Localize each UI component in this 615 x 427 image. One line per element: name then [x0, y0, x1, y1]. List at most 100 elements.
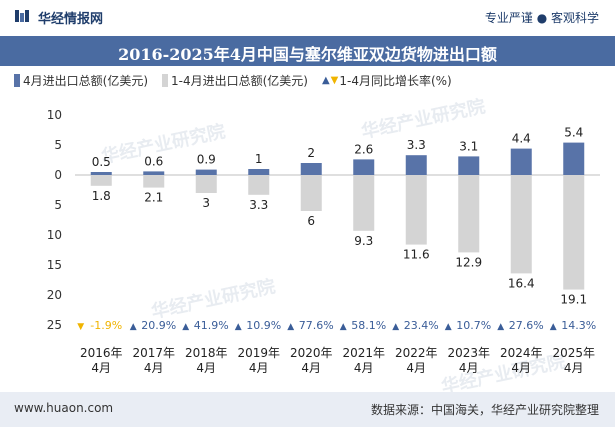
data-label-april: 2.6 — [354, 142, 373, 156]
data-label-april: 5.4 — [564, 126, 583, 140]
data-label-cumulative: 9.3 — [354, 234, 373, 248]
bar-cumulative — [510, 175, 532, 274]
bar-cumulative — [405, 175, 427, 245]
x-tick-label: 2024年 — [500, 346, 543, 360]
data-label-cumulative: 19.1 — [560, 293, 587, 307]
data-label-april: 0.5 — [92, 155, 111, 169]
data-label-cumulative: 6 — [307, 214, 315, 228]
growth-rate-label: 10.7% — [456, 319, 491, 332]
x-tick-label: 2019年 — [237, 346, 280, 360]
x-tick-label: 4月 — [354, 361, 374, 375]
x-tick-label: 2023年 — [447, 346, 490, 360]
y-tick-label: 5 — [54, 138, 62, 152]
x-tick-label: 2017年 — [132, 346, 175, 360]
legend-swatch-cumulative — [162, 74, 168, 87]
data-label-cumulative: 1.8 — [92, 189, 111, 203]
site-url: www.huaon.com — [14, 401, 114, 415]
data-label-cumulative: 16.4 — [508, 276, 535, 290]
x-tick-label: 4月 — [249, 361, 269, 375]
data-label-cumulative: 11.6 — [403, 248, 430, 262]
bar-april — [458, 156, 480, 175]
growth-up-icon: ▲ — [340, 322, 347, 332]
brand-name: 华经情报网 — [38, 12, 104, 27]
data-label-april: 3.3 — [407, 138, 426, 152]
growth-rate-label: 77.6% — [299, 319, 334, 332]
x-tick-label: 4月 — [196, 361, 216, 375]
growth-rate-label: 41.9% — [194, 319, 229, 332]
growth-down-icon: ▼ — [77, 322, 84, 332]
data-label-april: 1 — [255, 152, 263, 166]
x-tick-label: 2016年 — [80, 346, 123, 360]
data-label-april: 0.9 — [197, 153, 216, 167]
y-tick-label: 25 — [47, 318, 62, 332]
bar-april — [90, 172, 112, 175]
growth-up-icon: ▲ — [550, 322, 557, 332]
legend-label-growth: 1-4月同比增长率(%) — [339, 74, 452, 88]
y-tick-label: 10 — [47, 228, 62, 242]
x-tick-label: 2025年 — [552, 346, 595, 360]
x-tick-label: 4月 — [406, 361, 426, 375]
growth-up-icon: ▲ — [287, 322, 294, 332]
data-label-cumulative: 3.3 — [249, 198, 268, 212]
growth-rate-label: 23.4% — [404, 319, 439, 332]
x-tick-label: 4月 — [91, 361, 111, 375]
bar-cumulative — [300, 175, 322, 211]
top-bar: 华经情报网 专业严谨 ● 客观科学 — [0, 0, 615, 36]
growth-rate-label: 58.1% — [351, 319, 386, 332]
data-label-april: 3.1 — [459, 139, 478, 153]
data-label-cumulative: 3 — [202, 196, 210, 210]
triangle-down-icon: ▼ — [330, 75, 339, 86]
bar-cumulative — [563, 175, 585, 290]
growth-rate-label: 27.6% — [509, 319, 544, 332]
x-tick-label: 4月 — [459, 361, 479, 375]
legend-label-cumulative: 1-4月进出口总额(亿美元) — [171, 74, 308, 88]
x-tick-label: 2022年 — [395, 346, 438, 360]
slogan: 专业严谨 ● 客观科学 — [484, 11, 599, 25]
bar-cumulative — [195, 175, 217, 193]
data-label-april: 0.6 — [144, 154, 163, 168]
y-tick-label: 15 — [47, 258, 62, 272]
growth-rate-label: 20.9% — [141, 319, 176, 332]
bar-april — [563, 142, 585, 175]
x-tick-label: 2021年 — [342, 346, 385, 360]
chart-legend: 4月进出口总额(亿美元) 1-4月进出口总额(亿美元) ▲▼1-4月同比增长率(%) — [14, 72, 452, 90]
y-tick-label: 5 — [54, 198, 62, 212]
bar-april — [510, 148, 532, 175]
x-tick-label: 4月 — [564, 361, 584, 375]
bar-april — [405, 155, 427, 175]
footer: www.huaon.com 数据来源：中国海关，华经产业研究院整理 — [0, 392, 615, 427]
bar-april — [353, 159, 375, 175]
growth-up-icon: ▲ — [182, 322, 189, 332]
bar-cumulative — [90, 175, 112, 186]
data-source: 数据来源：中国海关，华经产业研究院整理 — [370, 403, 599, 417]
data-label-april: 2 — [307, 146, 315, 160]
x-tick-label: 4月 — [144, 361, 164, 375]
growth-up-icon: ▲ — [392, 322, 399, 332]
y-tick-label: 20 — [47, 288, 62, 302]
data-label-april: 4.4 — [512, 132, 531, 146]
growth-up-icon: ▲ — [497, 322, 504, 332]
bar-cumulative — [353, 175, 375, 231]
data-label-cumulative: 2.1 — [144, 191, 163, 205]
bar-cumulative — [143, 175, 165, 188]
bar-april — [195, 169, 217, 175]
chart-title: 2016-2025年4月中国与塞尔维亚双边货物进出口额 — [118, 45, 497, 64]
data-label-cumulative: 12.9 — [455, 255, 482, 269]
x-tick-label: 2018年 — [185, 346, 228, 360]
growth-up-icon: ▲ — [445, 322, 452, 332]
bar-cumulative — [248, 175, 270, 195]
bar-cumulative — [458, 175, 480, 253]
growth-up-icon: ▲ — [130, 322, 137, 332]
growth-rate-label: 14.3% — [561, 319, 596, 332]
huajing-logo-icon — [15, 10, 29, 22]
y-tick-label: 0 — [54, 168, 62, 182]
growth-rate-label: 10.9% — [246, 319, 281, 332]
bar-april — [300, 163, 322, 175]
x-tick-label: 2020年 — [290, 346, 333, 360]
growth-up-icon: ▲ — [235, 322, 242, 332]
bar-april — [143, 171, 165, 175]
x-tick-label: 4月 — [301, 361, 321, 375]
triangle-up-icon: ▲ — [321, 75, 330, 86]
y-tick-label: 10 — [47, 108, 62, 122]
